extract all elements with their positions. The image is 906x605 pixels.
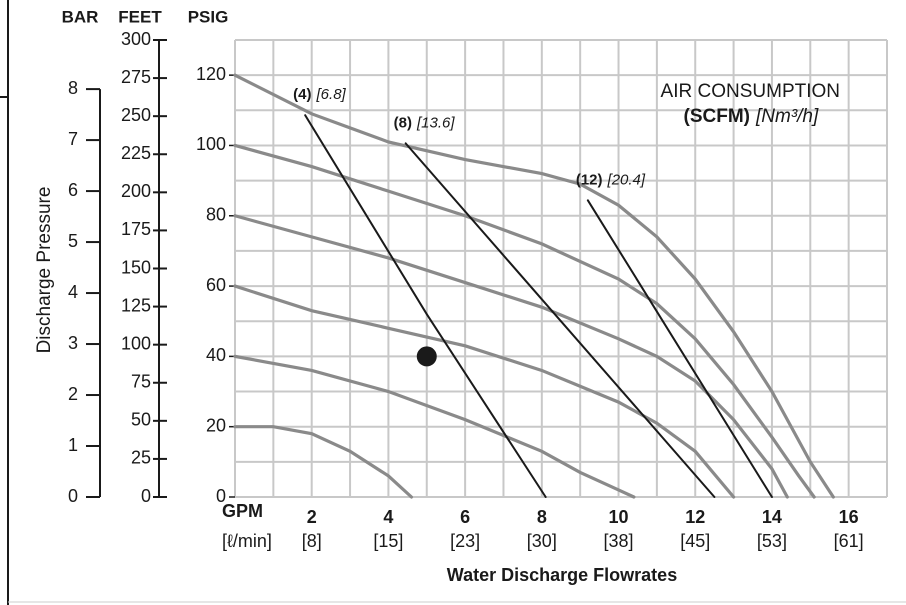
bar-tick-label: 1 xyxy=(68,435,78,455)
x-tick-label-metric: [38] xyxy=(604,531,634,551)
annotation-unit-metric: [Nm³/h] xyxy=(755,106,819,127)
x-tick-label-metric: [45] xyxy=(680,531,710,551)
x-tick-label: 8 xyxy=(537,507,547,527)
bar-unit: BAR xyxy=(62,7,99,26)
feet-tick-label: 250 xyxy=(121,105,151,125)
operating-point xyxy=(416,346,437,367)
feet-tick-label: 75 xyxy=(131,372,151,392)
psig-tick-label: 120 xyxy=(196,64,226,84)
gpm-unit: GPM xyxy=(222,501,263,521)
annotation-title: AIR CONSUMPTION xyxy=(661,81,840,102)
bar-tick-label: 3 xyxy=(68,333,78,353)
feet-tick-label: 225 xyxy=(121,143,151,163)
psig-tick-label: 100 xyxy=(196,134,226,154)
air-line xyxy=(404,142,716,498)
air-line xyxy=(304,114,547,498)
x-tick-label: 12 xyxy=(685,507,705,527)
annotation-unit: (SCFM) xyxy=(684,106,750,127)
air-line-name: (4) xyxy=(293,86,311,103)
x-tick-label-metric: [8] xyxy=(302,531,322,551)
pressure-curve xyxy=(233,214,789,499)
bar-tick-label: 6 xyxy=(68,180,78,200)
bar-tick-label: 5 xyxy=(68,231,78,251)
x-tick-label: 6 xyxy=(460,507,470,527)
bar-tick-label: 8 xyxy=(68,78,78,98)
psig-unit: PSIG xyxy=(188,7,229,26)
feet-tick-label: 175 xyxy=(121,219,151,239)
x-tick-label-metric: [23] xyxy=(450,531,480,551)
feet-tick-label: 300 xyxy=(121,29,151,49)
air-line-label: [6.8] xyxy=(316,86,347,103)
air-line xyxy=(586,199,773,498)
air-line-label: [13.6] xyxy=(416,114,455,131)
x-tick-label: 10 xyxy=(609,507,629,527)
bar-tick-label: 2 xyxy=(68,384,78,404)
feet-tick-label: 150 xyxy=(121,257,151,277)
feet-tick-label: 25 xyxy=(131,448,151,468)
pressure-curve xyxy=(233,73,835,499)
x-tick-label: 4 xyxy=(383,507,393,527)
air-line-name: (12) xyxy=(576,171,603,188)
feet-tick-label: 275 xyxy=(121,67,151,87)
x-tick-label: 16 xyxy=(839,507,859,527)
psig-tick-label: 40 xyxy=(206,345,226,365)
lpm-unit: [ℓ/min] xyxy=(222,531,272,551)
psig-tick-label: 0 xyxy=(216,486,226,506)
bar-tick-label: 0 xyxy=(68,486,78,506)
x-tick-label-metric: [30] xyxy=(527,531,557,551)
bar-tick-label: 7 xyxy=(68,129,78,149)
pressure-curve xyxy=(233,284,736,499)
x-tick-label: 14 xyxy=(762,507,782,527)
pressure-curve xyxy=(233,425,414,499)
x-tick-label-metric: [15] xyxy=(373,531,403,551)
psig-tick-label: 80 xyxy=(206,205,226,225)
feet-tick-label: 125 xyxy=(121,295,151,315)
pressure-curve xyxy=(233,143,816,499)
feet-tick-label: 100 xyxy=(121,333,151,353)
feet-tick-label: 50 xyxy=(131,410,151,430)
x-axis-label: Water Discharge Flowrates xyxy=(447,565,677,585)
pressure-curve xyxy=(233,354,636,499)
bar-tick-label: 4 xyxy=(68,282,78,302)
psig-tick-label: 20 xyxy=(206,415,226,435)
air-line-label: [20.4] xyxy=(607,171,646,188)
feet-tick-label: 200 xyxy=(121,181,151,201)
x-tick-label-metric: [61] xyxy=(834,531,864,551)
x-tick-label-metric: [53] xyxy=(757,531,787,551)
feet-unit: FEET xyxy=(118,7,162,26)
feet-tick-label: 0 xyxy=(141,486,151,506)
x-tick-label: 2 xyxy=(307,507,317,527)
psig-tick-label: 60 xyxy=(206,275,226,295)
y-axis-label: Discharge Pressure xyxy=(34,187,55,354)
air-line-name: (8) xyxy=(394,114,412,131)
